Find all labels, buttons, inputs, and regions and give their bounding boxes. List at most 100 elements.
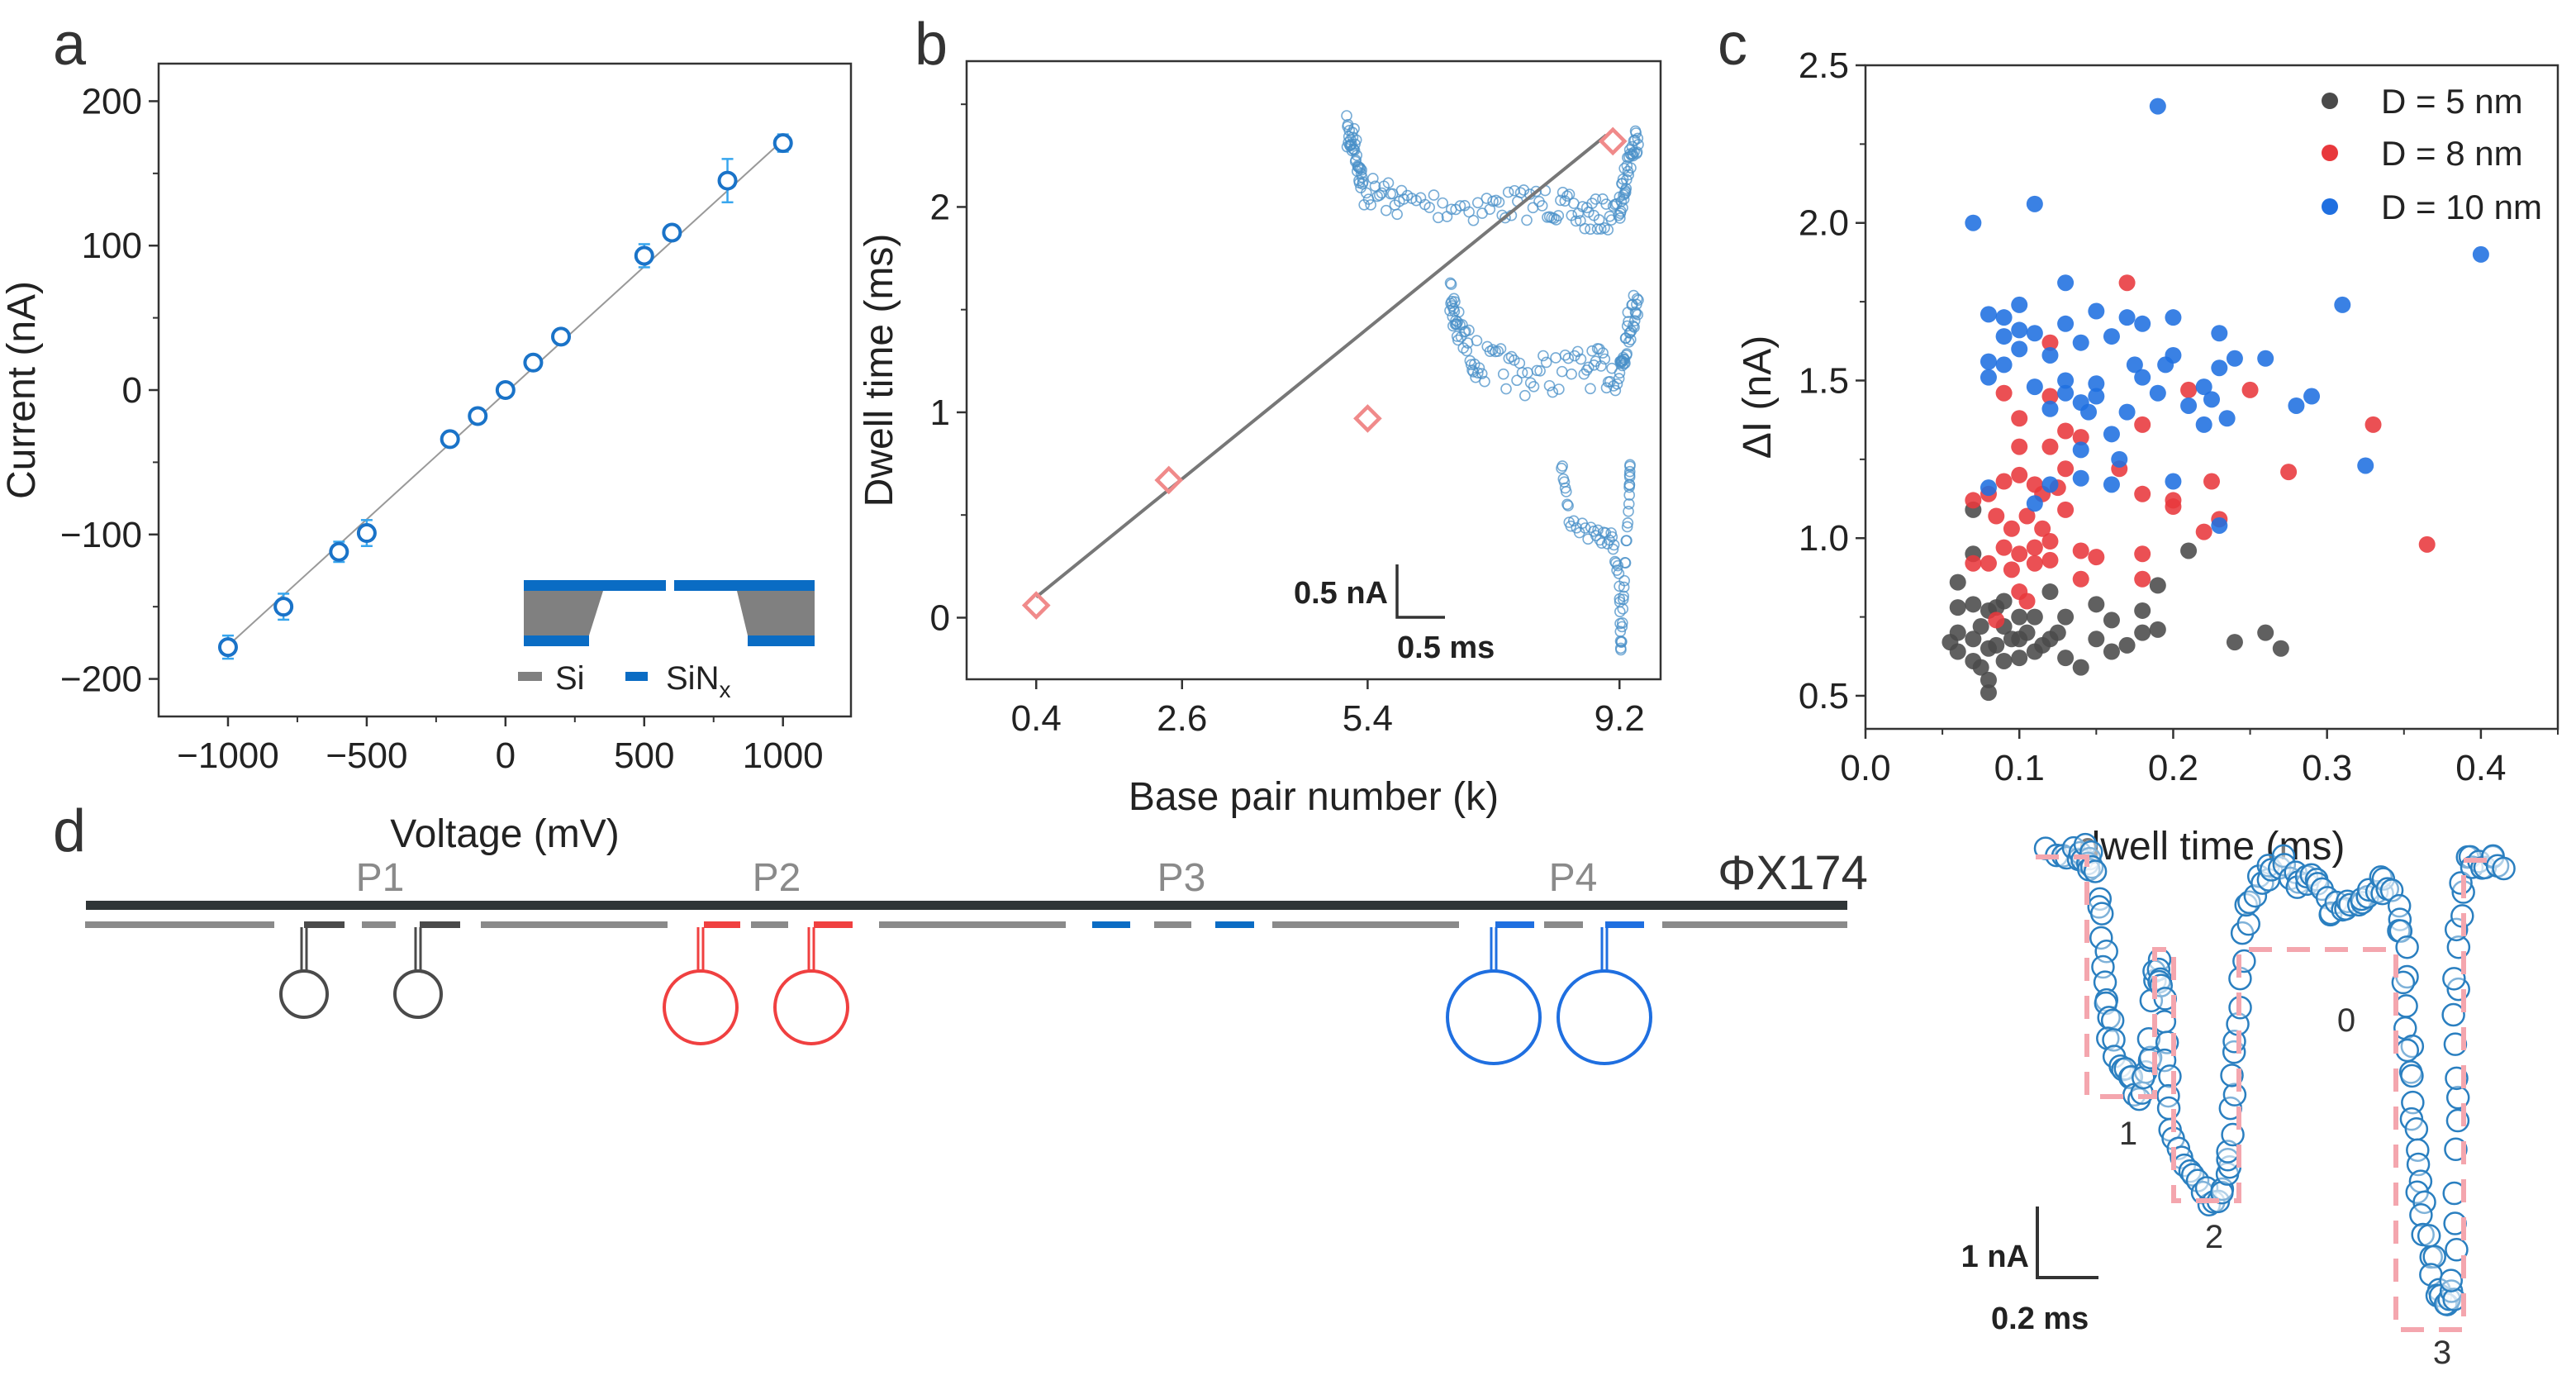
- trace-point: [1437, 197, 1448, 209]
- data-point: [2134, 602, 2151, 619]
- trace-point: [1623, 169, 1635, 181]
- trace-point: [1503, 352, 1515, 364]
- primer-label-4: P4: [1549, 856, 1598, 900]
- trace-point: [1452, 306, 1465, 318]
- data-point: [2057, 608, 2075, 626]
- trace-point: [1599, 353, 1611, 365]
- trace-point: [1445, 278, 1457, 290]
- level-label: 3: [2433, 1335, 2451, 1371]
- probe-segment: [1092, 921, 1130, 928]
- trace-point: [1511, 374, 1523, 387]
- trace-point: [1625, 325, 1637, 337]
- panel-label-d: d: [53, 798, 86, 864]
- data-point: [2211, 359, 2228, 377]
- data-point: [1988, 599, 2005, 616]
- x-tick-label: −500: [326, 735, 407, 776]
- level-label: 1: [2119, 1116, 2137, 1152]
- data-point: [1980, 684, 1997, 702]
- data-point: [2418, 535, 2436, 553]
- trace-point: [1633, 294, 1644, 306]
- trace-point: [1616, 616, 1628, 629]
- trace-point: [1480, 193, 1493, 204]
- trace-point: [1538, 350, 1549, 362]
- data-point: [2272, 640, 2289, 657]
- trace-point: [1566, 368, 1577, 380]
- trace-point: [1632, 308, 1644, 321]
- trace-point: [1623, 471, 1636, 483]
- data-point: [2157, 356, 2174, 374]
- legend-marker: [2322, 198, 2338, 215]
- trace-point: [2394, 994, 2418, 1018]
- data-point: [772, 133, 793, 154]
- trace-point: [1627, 320, 1639, 332]
- scale-bar: 1 nA 0.2 ms: [1961, 1207, 2098, 1336]
- trace-point: [1628, 315, 1641, 326]
- probe-segment: [704, 921, 740, 928]
- y-tick-label: −100: [60, 515, 142, 555]
- primer-label-2: P2: [753, 856, 801, 900]
- data-point: [1995, 328, 2013, 345]
- trace-point: [1519, 389, 1531, 402]
- data-point: [2011, 410, 2028, 427]
- probe-segment: [420, 921, 460, 928]
- data-point: [2195, 378, 2212, 396]
- data-point: [2180, 397, 2198, 414]
- trace-point: [1630, 127, 1642, 139]
- trace-point: [2272, 853, 2297, 877]
- panel-b-axes: 0.4 2.6 5.4 9.2 0 1 2 Base pair number (k) Dwell…: [858, 59, 1662, 819]
- data-point: [1988, 507, 2005, 525]
- trace-top: [1341, 110, 1644, 236]
- primer-label-3: P3: [1157, 856, 1206, 900]
- data-point: [217, 637, 238, 658]
- data-point: [2011, 438, 2028, 455]
- probe-segment: [1662, 921, 1847, 928]
- data-point: [2357, 457, 2374, 474]
- hairpin-icon: [279, 927, 329, 1019]
- step-levels: [2036, 854, 2493, 1332]
- trace-point: [1608, 539, 1620, 551]
- data-point: [2057, 274, 2075, 292]
- y-tick-label: 1: [930, 393, 950, 433]
- probe-segment: [1544, 921, 1583, 928]
- y-tick-label: 2.5: [1799, 45, 1849, 86]
- trace-point: [1622, 516, 1634, 529]
- x-tick-label: 1000: [743, 735, 824, 776]
- trace-bottom: [1556, 459, 1636, 656]
- data-point: [2041, 334, 2059, 351]
- trace-point: [1613, 568, 1625, 579]
- scale-bar-time: 0.5 ms: [1397, 631, 1495, 665]
- data-point: [2088, 631, 2105, 648]
- data-point: [2211, 516, 2228, 534]
- panel-b-data: 0.5 nA 0.5 ms: [1021, 110, 1644, 665]
- data-point: [1949, 574, 1966, 591]
- trace-point: [1611, 378, 1623, 390]
- legend: D = 5 nm D = 8 nm D = 10 nm: [2322, 82, 2542, 226]
- trace-point: [1618, 581, 1630, 593]
- data-point: [2226, 634, 2243, 651]
- data-point: [2018, 507, 2036, 525]
- hairpin-icon: [393, 927, 443, 1019]
- trace-point: [1514, 187, 1527, 199]
- trace-point: [1561, 498, 1573, 511]
- probe-segment: [362, 921, 396, 928]
- data-point: [1988, 636, 2005, 654]
- data-point: [2134, 570, 2151, 588]
- sinx-bottom-left: [524, 635, 589, 646]
- trace-point: [1579, 222, 1591, 235]
- trace-point: [1509, 184, 1520, 197]
- data-point: [2011, 545, 2028, 563]
- trace-point: [2119, 1064, 2144, 1089]
- series-2: [1965, 274, 2436, 629]
- data-point: [2303, 388, 2321, 405]
- data-point: [2165, 473, 2182, 490]
- legend-label: D = 5 nm: [2381, 82, 2523, 121]
- trace-point: [1617, 202, 1628, 214]
- trace-point: [1423, 202, 1435, 213]
- trace-point: [2395, 935, 2419, 959]
- data-point: [1021, 591, 1051, 620]
- trace-point: [1382, 177, 1395, 189]
- trace-point: [2100, 1008, 2125, 1033]
- trace-point: [2449, 871, 2473, 895]
- y-tick-label: 100: [82, 226, 142, 266]
- trace-point: [1560, 486, 1572, 497]
